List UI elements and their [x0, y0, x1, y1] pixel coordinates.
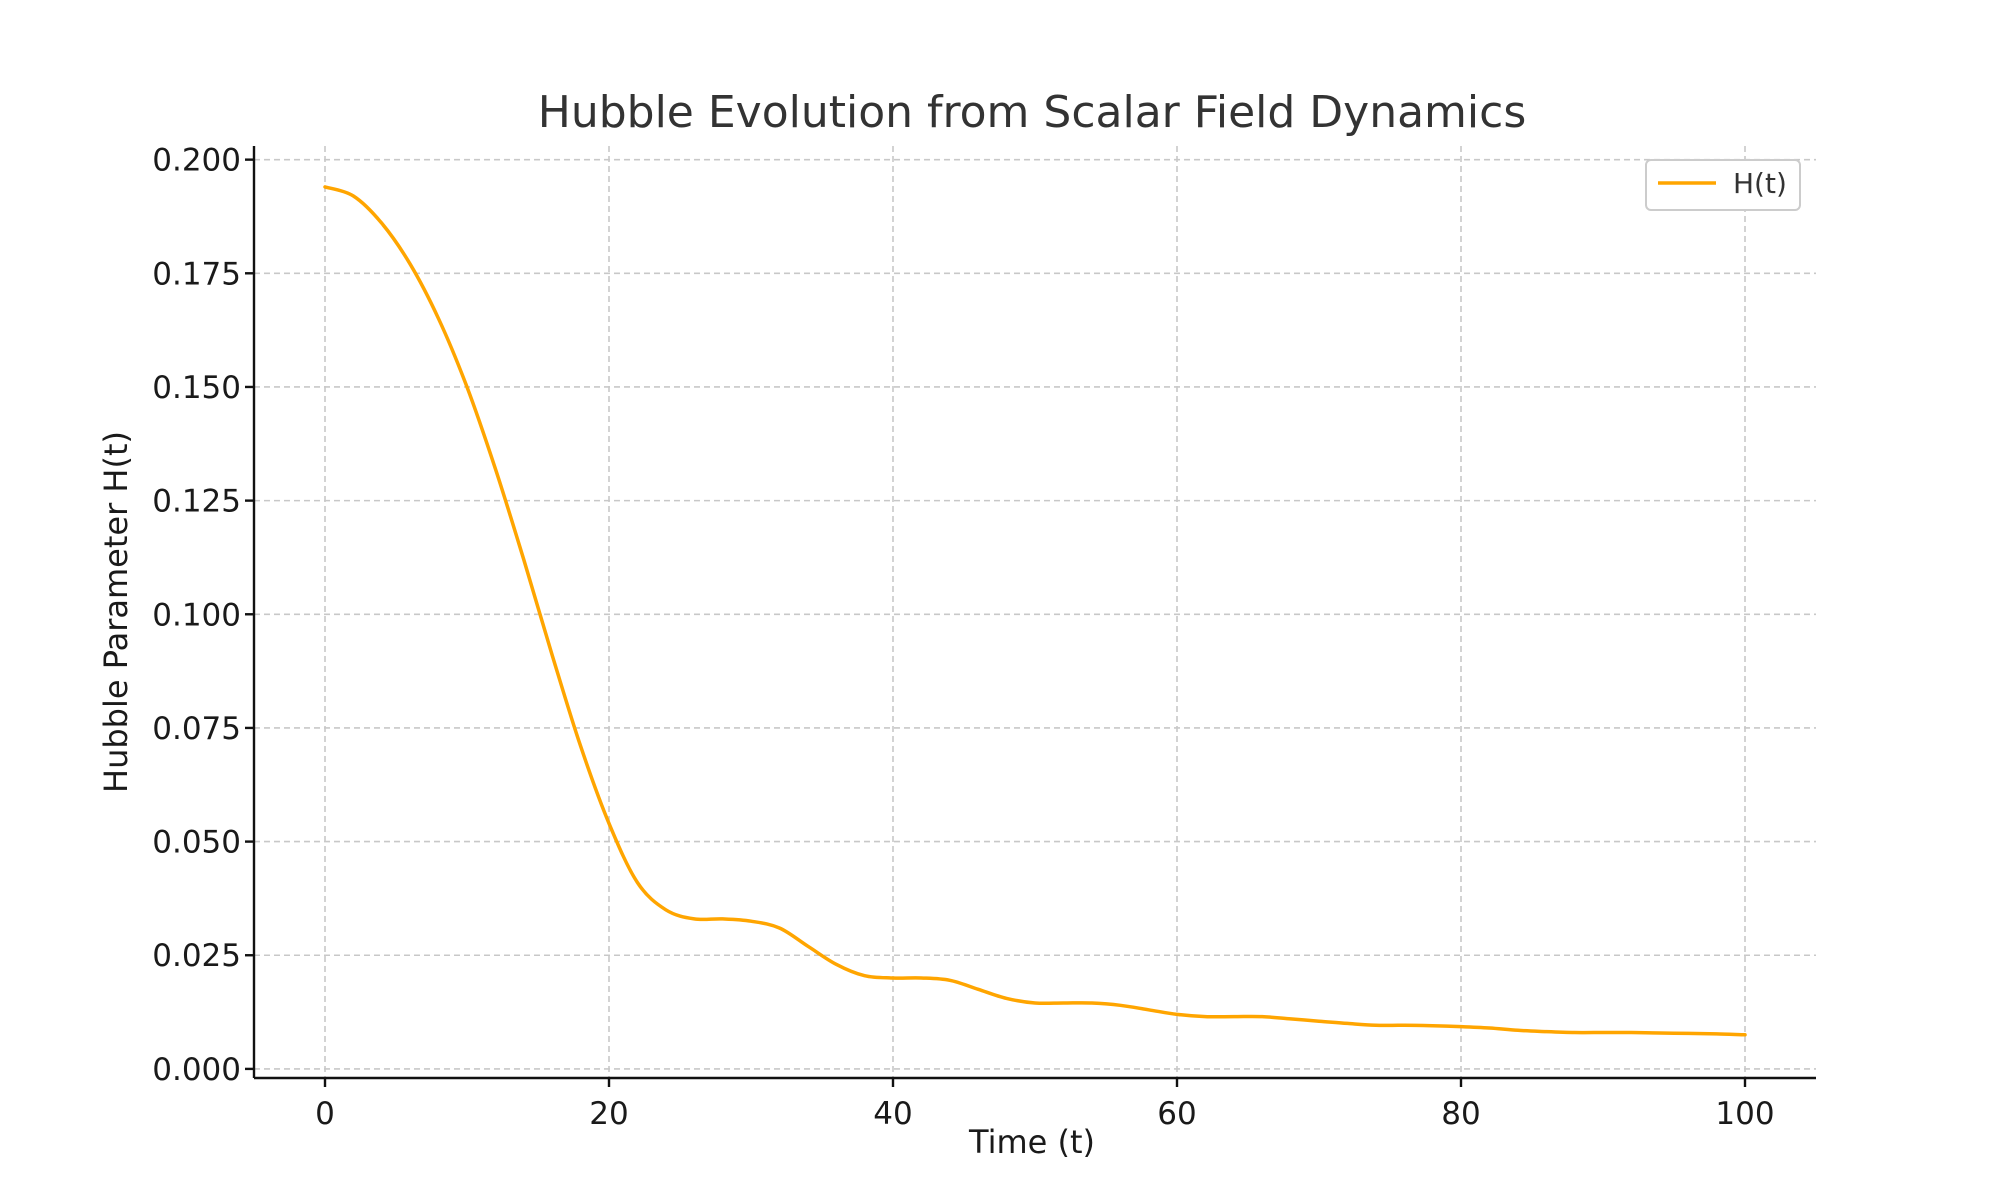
y-tick-label: 0.050 [152, 825, 241, 861]
chart-title: Hubble Evolution from Scalar Field Dynam… [538, 87, 1527, 138]
series-line-h-t [323, 185, 1747, 1037]
x-tick-label: 40 [873, 1096, 912, 1132]
x-tick-label: 80 [1441, 1096, 1480, 1132]
x-axis-ticks: 0 20 40 60 80 100 [315, 1078, 1775, 1132]
y-tick-label: 0.125 [152, 484, 241, 520]
x-tick-label: 100 [1715, 1096, 1774, 1132]
y-tick-label: 0.200 [152, 143, 241, 179]
y-axis-ticks: 0.000 0.025 0.050 0.075 0.100 0.125 0.150 0.175… [152, 143, 254, 1088]
y-tick-label: 0.075 [152, 711, 241, 747]
legend-box [1645, 159, 1801, 211]
y-tick-label: 0.150 [152, 370, 241, 406]
x-tick-label: 0 [315, 1096, 335, 1132]
grid [254, 146, 1816, 1078]
axes-spines [252, 146, 1816, 1080]
legend-label-h-t: H(t) [1733, 167, 1787, 200]
series-layer [323, 185, 1747, 1037]
y-axis-label: Hubble Parameter H(t) [97, 431, 135, 793]
x-tick-label: 60 [1157, 1096, 1196, 1132]
y-tick-label: 0.175 [152, 256, 241, 292]
y-tick-label: 0.100 [152, 597, 241, 633]
y-tick-label: 0.000 [152, 1052, 241, 1088]
x-tick-label: 20 [589, 1096, 628, 1132]
y-tick-label: 0.025 [152, 938, 241, 974]
x-axis-label: Time (t) [968, 1123, 1095, 1161]
legend: H(t) [1645, 159, 1801, 211]
